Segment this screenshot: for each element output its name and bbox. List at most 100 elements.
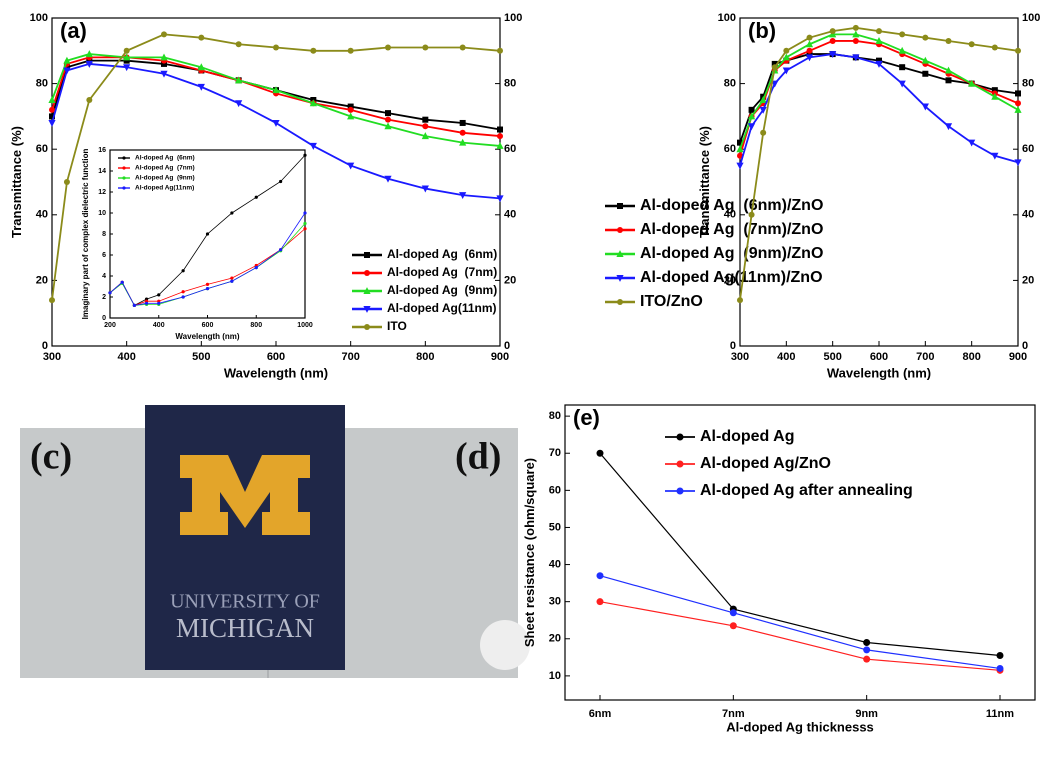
legend-label: Al-doped Ag (9nm) [387,283,497,297]
legend-marker [676,433,684,441]
y-tick-label: 10 [549,670,561,682]
data-point [748,211,755,218]
y-tick-label: 40 [549,558,561,570]
data-point [899,64,906,71]
data-point [459,138,467,146]
y-tick-label: 0 [102,315,106,322]
data-point [921,56,929,64]
data-point [254,266,258,270]
legend-marker [122,186,126,190]
data-point [63,64,70,71]
data-point [144,301,149,305]
data-point [48,96,56,103]
x-tick-label: 7nm [722,708,745,720]
y-tick-label: 80 [36,78,48,90]
data-point [63,67,71,75]
data-point [230,211,234,215]
data-point [385,44,391,51]
legend-marker [617,299,623,305]
x-tick-label: 300 [43,351,61,363]
y-tick-label: 20 [549,633,561,645]
data-point [852,30,860,38]
x-axis-label: Wavelength (nm) [175,332,239,341]
data-point [303,221,307,226]
x-tick-label: 400 [153,322,165,329]
data-point [759,106,767,114]
y-tick-label: 10 [98,210,106,217]
legend-marker [617,203,623,209]
data-point [385,110,391,117]
data-point [782,53,790,61]
data-point [310,47,317,54]
legend-marker [122,176,126,180]
y-tick-label: 8 [102,231,106,238]
y-tick-label: 50 [549,521,561,533]
data-point [235,100,243,108]
series-line [51,33,501,301]
legend-label: Al-doped Ag (6nm) [135,155,195,162]
data-point [496,142,504,149]
data-point [384,122,392,130]
x-tick-label: 700 [341,351,359,363]
series-line [599,575,1001,670]
photo-panel: UNIVERSITY OF MICHIGAN (c) (d) [20,405,530,678]
data-point [991,44,998,51]
data-point [303,153,307,157]
panel-label: (a) [60,18,87,43]
data-point [272,86,280,94]
data-point [120,280,124,284]
x-tick-label: 500 [823,351,841,363]
x-tick-label: 800 [250,322,262,329]
x-tick-label: 600 [202,322,214,329]
logo-text: UNIVERSITY OF [170,591,320,613]
y2-tick-label: 0 [1022,340,1028,352]
data-point [968,41,975,48]
data-point [863,655,871,663]
panel-label: (d) [455,436,501,478]
plot-frame [51,17,501,347]
legend-label: Al-doped Ag(11nm)/ZnO [640,269,823,286]
y-tick-label: 100 [718,12,736,24]
y-tick-label: 40 [724,209,736,221]
series-line [51,56,501,137]
plot-frame [739,17,1019,347]
panel-label: (e) [573,405,600,430]
data-point [991,92,999,100]
y2-tick-label: 40 [1022,209,1034,221]
data-point [123,64,131,72]
legend-marker [122,166,126,170]
y2-tick-label: 100 [1022,12,1040,24]
legend-marker [363,306,371,313]
data-point [596,449,604,457]
legend-label: Al-doped Ag (7nm)/ZnO [640,221,823,238]
data-point [805,54,814,62]
y-tick-label: 0 [730,340,736,352]
data-point [991,152,999,160]
y-tick-label: 20 [36,274,48,286]
data-point [303,227,307,231]
data-point [421,132,429,140]
legend-marker [616,250,624,257]
y-tick-label: 60 [724,143,736,155]
data-point [771,60,778,67]
data-point [197,83,205,91]
data-point [596,598,604,606]
data-point [736,162,744,170]
x-tick-label: 1000 [297,322,313,329]
y-tick-label: 80 [549,410,561,422]
data-point [996,664,1004,672]
data-point [737,139,743,146]
y-tick-label: 20 [724,274,736,286]
data-point [181,269,185,273]
x-tick-label: 700 [916,351,934,363]
data-point [230,279,234,283]
data-point [921,103,929,111]
data-point [1015,90,1021,97]
data-point [279,179,283,184]
data-point [759,96,767,103]
data-point [123,57,130,64]
data-point [876,57,882,64]
data-point [347,103,354,110]
